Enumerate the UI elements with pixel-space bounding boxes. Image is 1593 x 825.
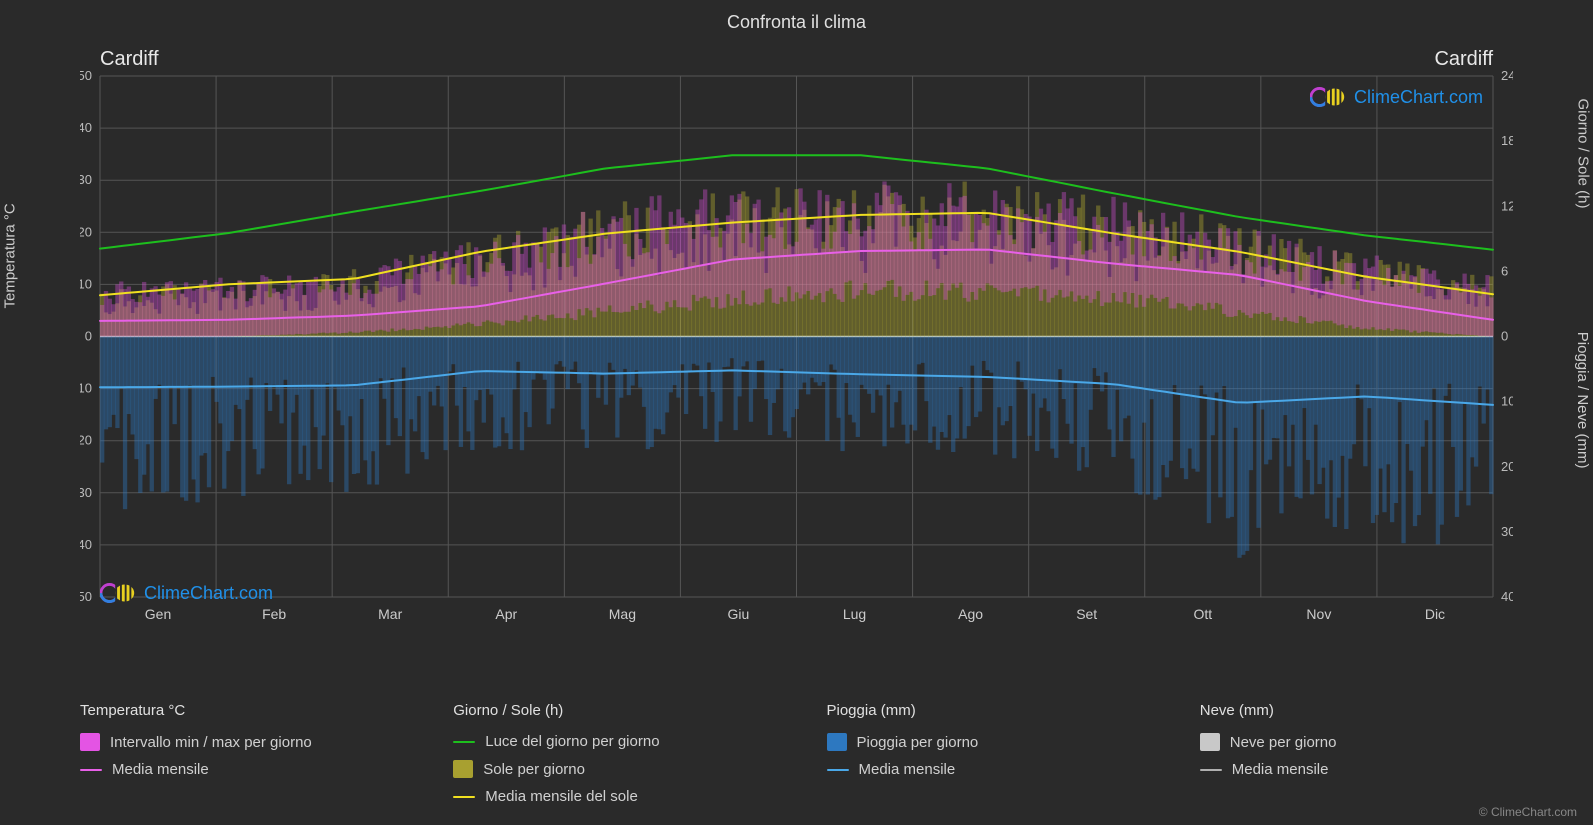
svg-text:20: 20 <box>1501 459 1513 474</box>
legend-item: Media mensile <box>80 761 393 778</box>
legend-swatch <box>80 769 102 771</box>
svg-text:Mag: Mag <box>609 606 636 622</box>
legend-label: Media mensile del sole <box>485 788 638 805</box>
legend-label: Media mensile <box>1232 761 1329 778</box>
legend-item: Media mensile <box>1200 761 1513 778</box>
y-axis-right-bottom-label: Pioggia / Neve (mm) <box>1575 332 1592 469</box>
svg-text:Ago: Ago <box>958 606 983 622</box>
legend-group-title: Giorno / Sole (h) <box>453 702 766 719</box>
svg-text:30: 30 <box>1501 524 1513 539</box>
svg-text:0: 0 <box>85 329 92 344</box>
legend-label: Pioggia per giorno <box>857 734 979 751</box>
legend-label: Sole per giorno <box>483 761 585 778</box>
brand-text: ClimeChart.com <box>1354 87 1483 108</box>
svg-text:Giu: Giu <box>728 606 750 622</box>
legend-column: Giorno / Sole (h) Luce del giorno per gio… <box>453 702 766 815</box>
y-axis-left-label: Temperatura °C <box>2 203 19 308</box>
svg-text:50: 50 <box>80 68 92 83</box>
svg-text:Mar: Mar <box>378 606 402 622</box>
legend-label: Media mensile <box>112 761 209 778</box>
chart-title: Confronta il clima <box>0 0 1593 39</box>
legend-column: Temperatura °C Intervallo min / max per g… <box>80 702 393 815</box>
svg-text:0: 0 <box>1501 329 1508 344</box>
legend: Temperatura °C Intervallo min / max per g… <box>80 702 1513 815</box>
svg-text:24: 24 <box>1501 68 1513 83</box>
chart-area: 50 40 30 20 10 0 -10 -20 -30 -40 -50 24 18 12 6 0 10 20 30… <box>80 68 1513 635</box>
legend-group-title: Temperatura °C <box>80 702 393 719</box>
credit: © ClimeChart.com <box>1479 805 1577 819</box>
svg-text:18: 18 <box>1501 133 1513 148</box>
legend-group-title: Pioggia (mm) <box>827 702 1140 719</box>
svg-text:Feb: Feb <box>262 606 286 622</box>
legend-item: Sole per giorno <box>453 760 766 778</box>
svg-text:Ott: Ott <box>1193 606 1212 622</box>
svg-text:Dic: Dic <box>1425 606 1445 622</box>
svg-text:20: 20 <box>80 224 92 239</box>
legend-swatch <box>827 733 847 751</box>
legend-swatch <box>453 760 473 778</box>
legend-swatch <box>1200 733 1220 751</box>
legend-item: Neve per giorno <box>1200 733 1513 751</box>
svg-text:12: 12 <box>1501 198 1513 213</box>
legend-item: Media mensile del sole <box>453 788 766 805</box>
legend-swatch <box>1200 769 1222 771</box>
legend-item: Luce del giorno per giorno <box>453 733 766 750</box>
legend-swatch <box>827 769 849 771</box>
legend-label: Media mensile <box>859 761 956 778</box>
svg-text:Gen: Gen <box>145 606 171 622</box>
legend-group-title: Neve (mm) <box>1200 702 1513 719</box>
svg-text:Apr: Apr <box>495 606 517 622</box>
legend-column: Neve (mm) Neve per giorno Media mensile <box>1200 702 1513 815</box>
svg-text:40: 40 <box>80 120 92 135</box>
legend-swatch <box>453 796 475 798</box>
svg-text:10: 10 <box>1501 394 1513 409</box>
svg-text:-50: -50 <box>80 589 92 604</box>
svg-text:-20: -20 <box>80 433 92 448</box>
svg-text:30: 30 <box>80 172 92 187</box>
legend-label: Luce del giorno per giorno <box>485 733 659 750</box>
svg-text:40: 40 <box>1501 589 1513 604</box>
legend-column: Pioggia (mm) Pioggia per giorno Media mens… <box>827 702 1140 815</box>
legend-swatch <box>453 741 475 743</box>
brand-logo-bottom: ClimeChart.com <box>100 581 273 605</box>
svg-text:Set: Set <box>1076 606 1097 622</box>
svg-text:6: 6 <box>1501 263 1508 278</box>
svg-text:-30: -30 <box>80 485 92 500</box>
brand-logo-top: ClimeChart.com <box>1310 85 1483 109</box>
svg-text:Lug: Lug <box>843 606 866 622</box>
legend-swatch <box>80 733 100 751</box>
brand-text: ClimeChart.com <box>144 583 273 604</box>
svg-text:-40: -40 <box>80 537 92 552</box>
legend-item: Media mensile <box>827 761 1140 778</box>
legend-item: Pioggia per giorno <box>827 733 1140 751</box>
svg-text:-10: -10 <box>80 381 92 396</box>
svg-text:10: 10 <box>80 276 92 291</box>
svg-text:Nov: Nov <box>1306 606 1331 622</box>
legend-label: Intervallo min / max per giorno <box>110 734 312 751</box>
y-axis-right-top-label: Giorno / Sole (h) <box>1575 98 1592 208</box>
legend-label: Neve per giorno <box>1230 734 1337 751</box>
legend-item: Intervallo min / max per giorno <box>80 733 393 751</box>
